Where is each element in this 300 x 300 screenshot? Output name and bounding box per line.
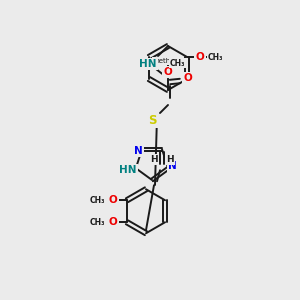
Text: H: H [166, 155, 174, 164]
Text: CH₃: CH₃ [89, 196, 105, 205]
Text: N: N [168, 161, 176, 171]
Text: HN: HN [139, 59, 157, 69]
Text: O: O [109, 195, 117, 205]
Text: N: N [134, 146, 142, 156]
Text: CH₃: CH₃ [208, 52, 224, 62]
Text: S: S [148, 113, 156, 127]
Text: O: O [184, 73, 192, 83]
Text: O: O [196, 52, 204, 62]
Text: CH₃: CH₃ [89, 218, 105, 227]
Text: HN: HN [119, 165, 136, 175]
Text: H: H [150, 155, 158, 164]
Text: CH₃: CH₃ [170, 58, 185, 68]
Text: O: O [164, 67, 172, 77]
Text: O: O [109, 217, 117, 227]
Text: methoxy: methoxy [153, 58, 183, 64]
